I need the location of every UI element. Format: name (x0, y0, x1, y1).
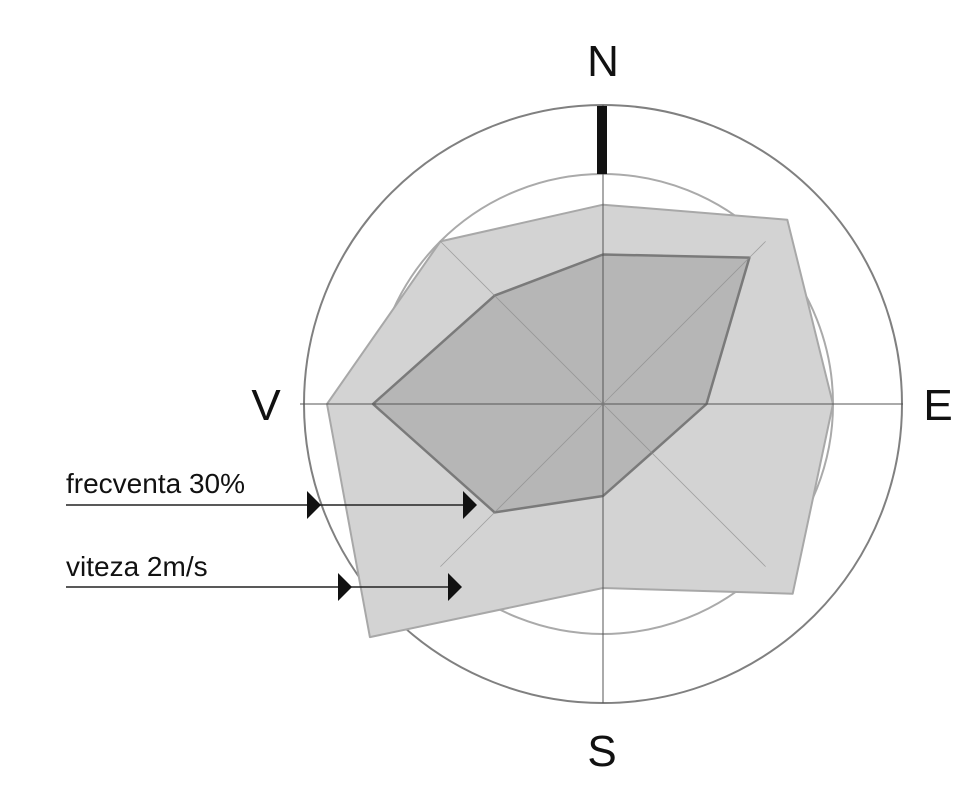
direction-label-north: N (587, 37, 619, 86)
legend-label-frecventa: frecventa 30% (66, 468, 245, 499)
direction-label-west: V (251, 381, 281, 430)
spoke-NE (602, 241, 766, 405)
legend-label-viteza: viteza 2m/s (66, 551, 208, 582)
legend-pointer-frecventa (66, 491, 477, 519)
spoke-SE (602, 403, 766, 567)
direction-label-east: E (923, 381, 952, 430)
grid-group (300, 105, 903, 703)
direction-label-south: S (587, 727, 616, 776)
series-group (326, 203, 834, 639)
north-marker (597, 106, 607, 174)
spoke-SV (440, 403, 604, 567)
spoke-NV (440, 241, 604, 405)
legend-pointer-viteza (66, 573, 462, 601)
